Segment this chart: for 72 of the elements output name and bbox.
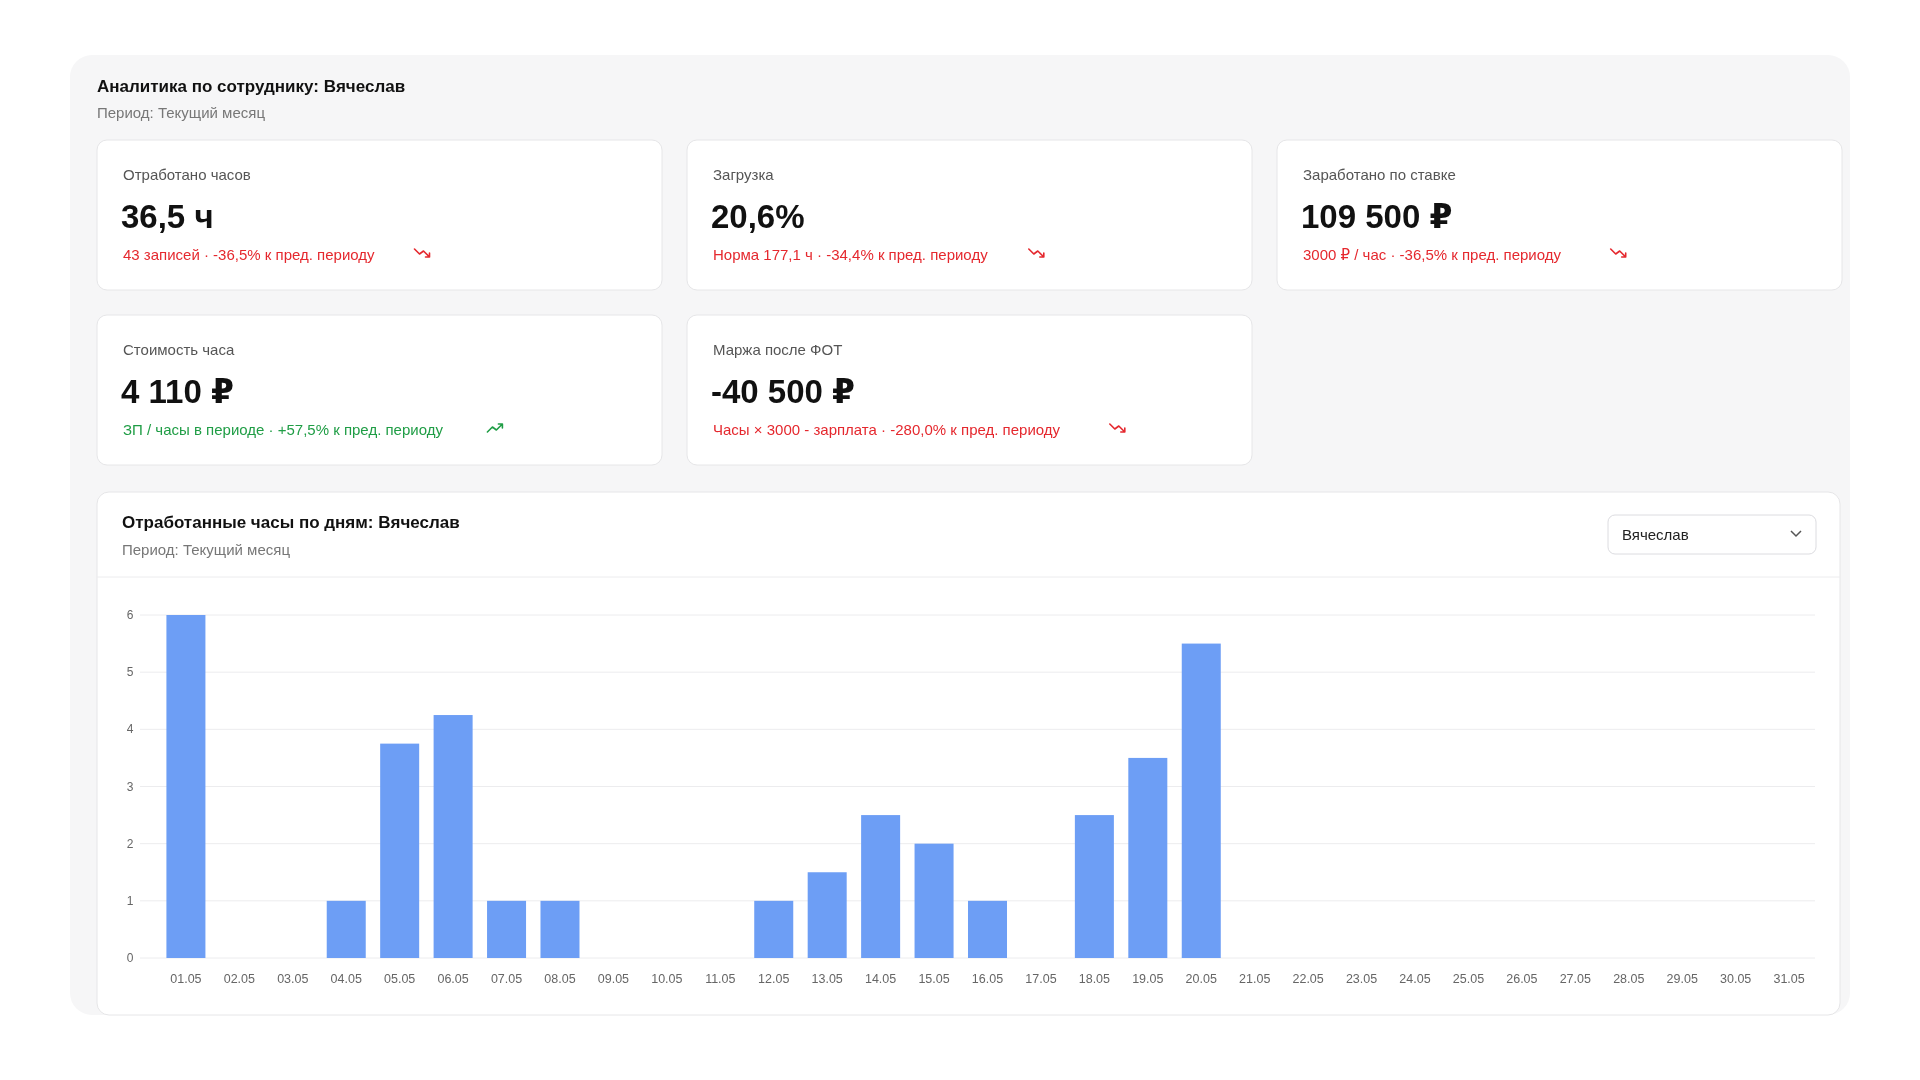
bar (540, 900, 580, 958)
text: Стоимость часа (123, 341, 235, 358)
text: Загрузка (713, 166, 775, 183)
bar (1128, 757, 1168, 958)
x-tick-label: 05.05 (384, 972, 416, 986)
x-tick-label: 23.05 (1345, 972, 1378, 986)
x-tick-label: 21.05 (1239, 972, 1271, 986)
bar (433, 715, 473, 958)
x-tick-label: 07.05 (490, 972, 523, 986)
x-tick-label: 15.05 (918, 972, 950, 986)
bar (166, 615, 206, 958)
x-tick-label: 16.05 (971, 972, 1004, 986)
x-tick-label: 03.05 (277, 972, 309, 986)
bar (326, 900, 366, 958)
x-tick-label: 09.05 (597, 972, 630, 986)
bar (1074, 815, 1114, 958)
y-tick-label: 1 (126, 893, 134, 908)
y-tick-label: 2 (126, 836, 134, 851)
x-tick-label: 31.05 (1773, 972, 1805, 986)
y-tick-label: 6 (126, 608, 134, 622)
text: 36,5 ч (121, 198, 214, 235)
x-tick-label: 28.05 (1613, 972, 1645, 986)
x-tick-label: 18.05 (1078, 972, 1111, 986)
y-tick-label: 0 (126, 951, 134, 965)
y-tick-label: 4 (126, 722, 134, 737)
text: -40 500 ₽ (711, 373, 856, 410)
text: 43 записей · -36,5% к пред. периоду (123, 246, 376, 263)
text: Аналитика по сотруднику: Вячеслав (97, 77, 406, 96)
x-tick-label: 11.05 (705, 972, 736, 986)
y-tick-label: 3 (126, 779, 134, 794)
text: Маржа после ФОТ (713, 341, 843, 358)
x-tick-label: 22.05 (1292, 972, 1324, 986)
x-tick-label: 08.05 (544, 972, 576, 986)
bar (861, 815, 901, 958)
x-tick-label: 24.05 (1399, 972, 1431, 986)
text: Часы × 3000 - зарплата · -280,0% к пред. периоду (713, 421, 1061, 438)
text: Норма 177,1 ч · -34,4% к пред. периоду (713, 246, 989, 263)
x-tick-label: 25.05 (1452, 972, 1485, 986)
y-tick-label: 5 (126, 665, 134, 680)
text: Период: Текущий месяц (97, 104, 266, 121)
x-tick-label: 14.05 (864, 972, 897, 986)
bar (1181, 643, 1221, 958)
bar (968, 900, 1008, 958)
x-tick-label: 10.05 (651, 972, 683, 986)
text: 4 110 ₽ (121, 373, 234, 410)
x-tick-label: 01.05 (170, 972, 202, 986)
chart-title: Отработанные часы по дням: Вячеслав (122, 513, 460, 532)
x-tick-label: 30.05 (1720, 972, 1752, 986)
bar (807, 872, 847, 958)
bar (380, 743, 420, 958)
x-tick-label: 29.05 (1666, 972, 1698, 986)
chart-subtitle: Период: Текущий месяц (122, 541, 291, 558)
x-tick-label: 26.05 (1506, 972, 1538, 986)
x-tick-label: 13.05 (811, 972, 843, 986)
text: 3000 ₽ / час · -36,5% к пред. периоду (1303, 246, 1562, 263)
text: Отработано часов (123, 166, 251, 183)
text: Заработано по ставке (1303, 166, 1456, 183)
x-tick-label: 04.05 (330, 972, 362, 986)
text: Вячеслав (1622, 526, 1689, 543)
x-tick-label: 12.05 (758, 972, 790, 986)
bar (914, 843, 954, 958)
x-tick-label: 06.05 (437, 972, 469, 986)
x-tick-label: 02.05 (223, 972, 256, 986)
bar (754, 900, 794, 958)
x-tick-label: 17.05 (1025, 972, 1057, 986)
x-tick-label: 20.05 (1185, 972, 1217, 986)
text: ЗП / часы в периоде · +57,5% к пред. периоду (123, 421, 444, 438)
x-tick-label: 27.05 (1559, 972, 1592, 986)
bar (487, 900, 527, 958)
x-tick-label: 19.05 (1132, 972, 1164, 986)
text: 109 500 ₽ (1301, 198, 1453, 235)
text: 20,6% (711, 198, 805, 235)
